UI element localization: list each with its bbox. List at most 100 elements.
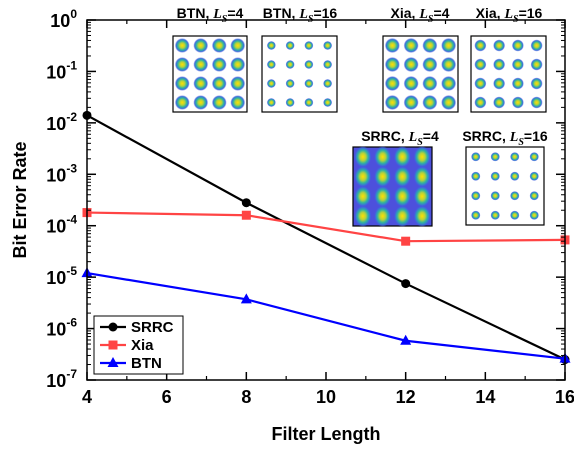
constellation-point: [530, 39, 543, 52]
legend-label-xia: Xia: [131, 337, 154, 354]
constellation-point: [493, 96, 506, 109]
btn-point: [240, 293, 252, 304]
constellation-point: [373, 146, 392, 168]
constellation-point: [403, 38, 419, 53]
y-tick-label: 10-2: [46, 110, 77, 134]
constellation-point: [266, 41, 276, 50]
constellation-point: [529, 210, 539, 220]
constellation-point: [193, 95, 209, 110]
x-tick-label: 4: [82, 387, 92, 407]
constellation-point: [266, 79, 276, 88]
x-tick-label: 10: [316, 387, 336, 407]
xia-point: [241, 210, 251, 220]
constellation-point: [384, 57, 400, 72]
constellation-point: [266, 98, 276, 107]
constellation-point: [441, 38, 457, 53]
constellation-point: [230, 57, 246, 72]
constellation-point: [529, 191, 539, 201]
constellation-point: [285, 41, 295, 50]
constellation-point: [174, 95, 190, 110]
constellation-point: [323, 98, 333, 107]
legend-marker-srrc: [108, 322, 118, 332]
constellation-point: [413, 146, 431, 168]
constellation-point: [384, 76, 400, 91]
constellation-point: [474, 58, 487, 71]
legend-marker-xia: [108, 340, 118, 350]
constellation-point: [530, 77, 543, 90]
constellation-point: [493, 77, 506, 90]
constellation-point: [510, 210, 520, 220]
constellation-point: [384, 95, 400, 110]
constellation-point: [354, 185, 372, 208]
constellation-point: [174, 57, 190, 72]
constellation-point: [413, 185, 431, 208]
constellation-point: [510, 152, 520, 162]
constellation-point: [474, 39, 487, 52]
constellation-point: [403, 95, 419, 110]
xia-line: [86, 211, 566, 243]
constellation-point: [529, 152, 539, 162]
constellation-point: [323, 41, 333, 50]
constellation-point: [354, 146, 372, 168]
constellation-inset: SRRC, LS=4: [352, 128, 439, 227]
constellation-point: [441, 95, 457, 110]
constellation-point: [211, 57, 227, 72]
constellation-point: [211, 95, 227, 110]
constellation-point: [285, 79, 295, 88]
inset-title: SRRC, LS=4: [361, 128, 439, 148]
srrc-point: [241, 198, 251, 208]
constellation-point: [490, 191, 500, 201]
y-tick-label: 10-4: [46, 213, 77, 237]
x-tick-label: 6: [162, 387, 172, 407]
constellation-point: [373, 185, 392, 208]
constellation-point: [529, 171, 539, 181]
constellation-point: [422, 57, 438, 72]
constellation-inset: Xia, LS=16: [470, 5, 547, 113]
constellation-point: [530, 96, 543, 109]
x-tick-label: 14: [475, 387, 495, 407]
constellation-point: [323, 60, 333, 69]
constellation-point: [493, 58, 506, 71]
constellation-point: [393, 185, 412, 208]
constellation-point: [373, 205, 392, 227]
constellation-point: [511, 58, 524, 71]
constellation-point: [422, 38, 438, 53]
constellation-point: [285, 98, 295, 107]
constellation-point: [490, 210, 500, 220]
constellation-point: [471, 152, 481, 162]
constellation-point: [441, 76, 457, 91]
x-tick-label: 8: [241, 387, 251, 407]
constellation-point: [441, 57, 457, 72]
y-axis-title: Bit Error Rate: [10, 141, 30, 258]
srrc-point: [401, 279, 411, 289]
y-tick-label: 10-3: [46, 161, 77, 185]
constellation-inset: SRRC, LS=16: [462, 128, 548, 226]
constellation-point: [474, 96, 487, 109]
constellation-point: [471, 210, 481, 220]
constellation-point: [285, 60, 295, 69]
constellation-point: [211, 76, 227, 91]
btn-point: [400, 334, 412, 345]
constellation-point: [174, 76, 190, 91]
constellation-point: [354, 165, 372, 188]
constellation-point: [393, 146, 412, 168]
constellation-inset: BTN, LS=4: [172, 5, 248, 113]
constellation-point: [193, 57, 209, 72]
constellation-point: [193, 38, 209, 53]
constellation-point: [471, 171, 481, 181]
constellation-point: [422, 95, 438, 110]
constellation-point: [511, 96, 524, 109]
constellation-point: [511, 77, 524, 90]
constellation-point: [354, 205, 372, 227]
constellation-point: [266, 60, 276, 69]
constellation-point: [511, 39, 524, 52]
constellation-point: [211, 38, 227, 53]
constellation-point: [193, 76, 209, 91]
y-tick-label: 10-6: [46, 316, 77, 340]
constellation-point: [230, 38, 246, 53]
constellation-point: [304, 60, 314, 69]
btn-line: [86, 271, 566, 360]
constellation-point: [384, 38, 400, 53]
